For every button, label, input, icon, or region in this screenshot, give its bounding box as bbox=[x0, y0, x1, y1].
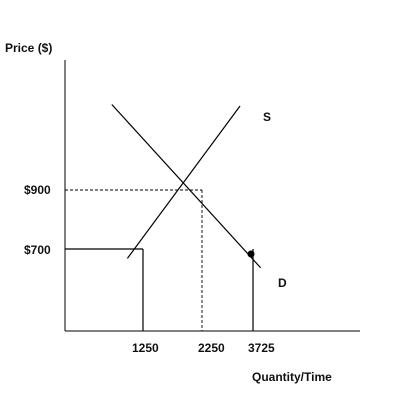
demand-marked-point bbox=[247, 250, 255, 258]
y-axis-label: Price ($) bbox=[5, 41, 52, 55]
x-tick-label-1250: 1250 bbox=[132, 341, 159, 355]
y-tick-label-900: $900 bbox=[24, 183, 51, 197]
supply-curve-label: S bbox=[263, 110, 271, 124]
demand-curve bbox=[111, 104, 262, 269]
y-tick-label-700: $700 bbox=[24, 243, 51, 257]
supply-curve bbox=[126, 105, 241, 259]
chart-marks bbox=[65, 104, 262, 331]
demand-curve-label: D bbox=[278, 276, 287, 290]
x-tick-label-2250: 2250 bbox=[198, 341, 225, 355]
x-tick-label-3725: 3725 bbox=[248, 341, 275, 355]
x-axis-label: Quantity/Time bbox=[252, 370, 332, 384]
